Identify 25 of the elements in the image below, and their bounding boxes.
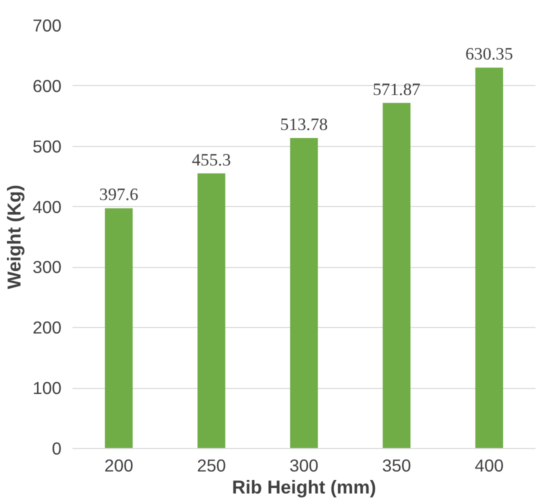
y-tick-label: 500	[32, 136, 62, 156]
x-tick-label: 400	[474, 456, 504, 476]
bar	[382, 102, 410, 448]
y-tick-label: 200	[32, 318, 62, 338]
x-tick-label: 200	[104, 456, 134, 476]
y-tick-label: 0	[52, 438, 62, 458]
data-label: 455.3	[192, 150, 231, 170]
data-label: 630.35	[465, 44, 514, 64]
x-tick-label: 250	[196, 456, 226, 476]
data-label: 397.6	[99, 185, 139, 204]
bar	[104, 208, 133, 448]
bar	[475, 68, 504, 448]
y-tick-label: 100	[32, 378, 62, 398]
y-axis-title: Weight (Kg)	[4, 184, 25, 290]
y-tick-label: 300	[32, 257, 62, 278]
bar	[290, 138, 318, 448]
data-label: 571.87	[372, 80, 421, 99]
y-tick-label: 600	[32, 76, 62, 96]
x-axis-title: Rib Height (mm)	[232, 476, 376, 498]
x-tick-label: 350	[382, 456, 412, 476]
y-tick-label: 700	[32, 16, 62, 36]
x-tick-label: 300	[290, 456, 318, 476]
data-label: 513.78	[280, 115, 328, 134]
bar	[198, 173, 226, 448]
y-tick-label: 400	[32, 196, 62, 217]
